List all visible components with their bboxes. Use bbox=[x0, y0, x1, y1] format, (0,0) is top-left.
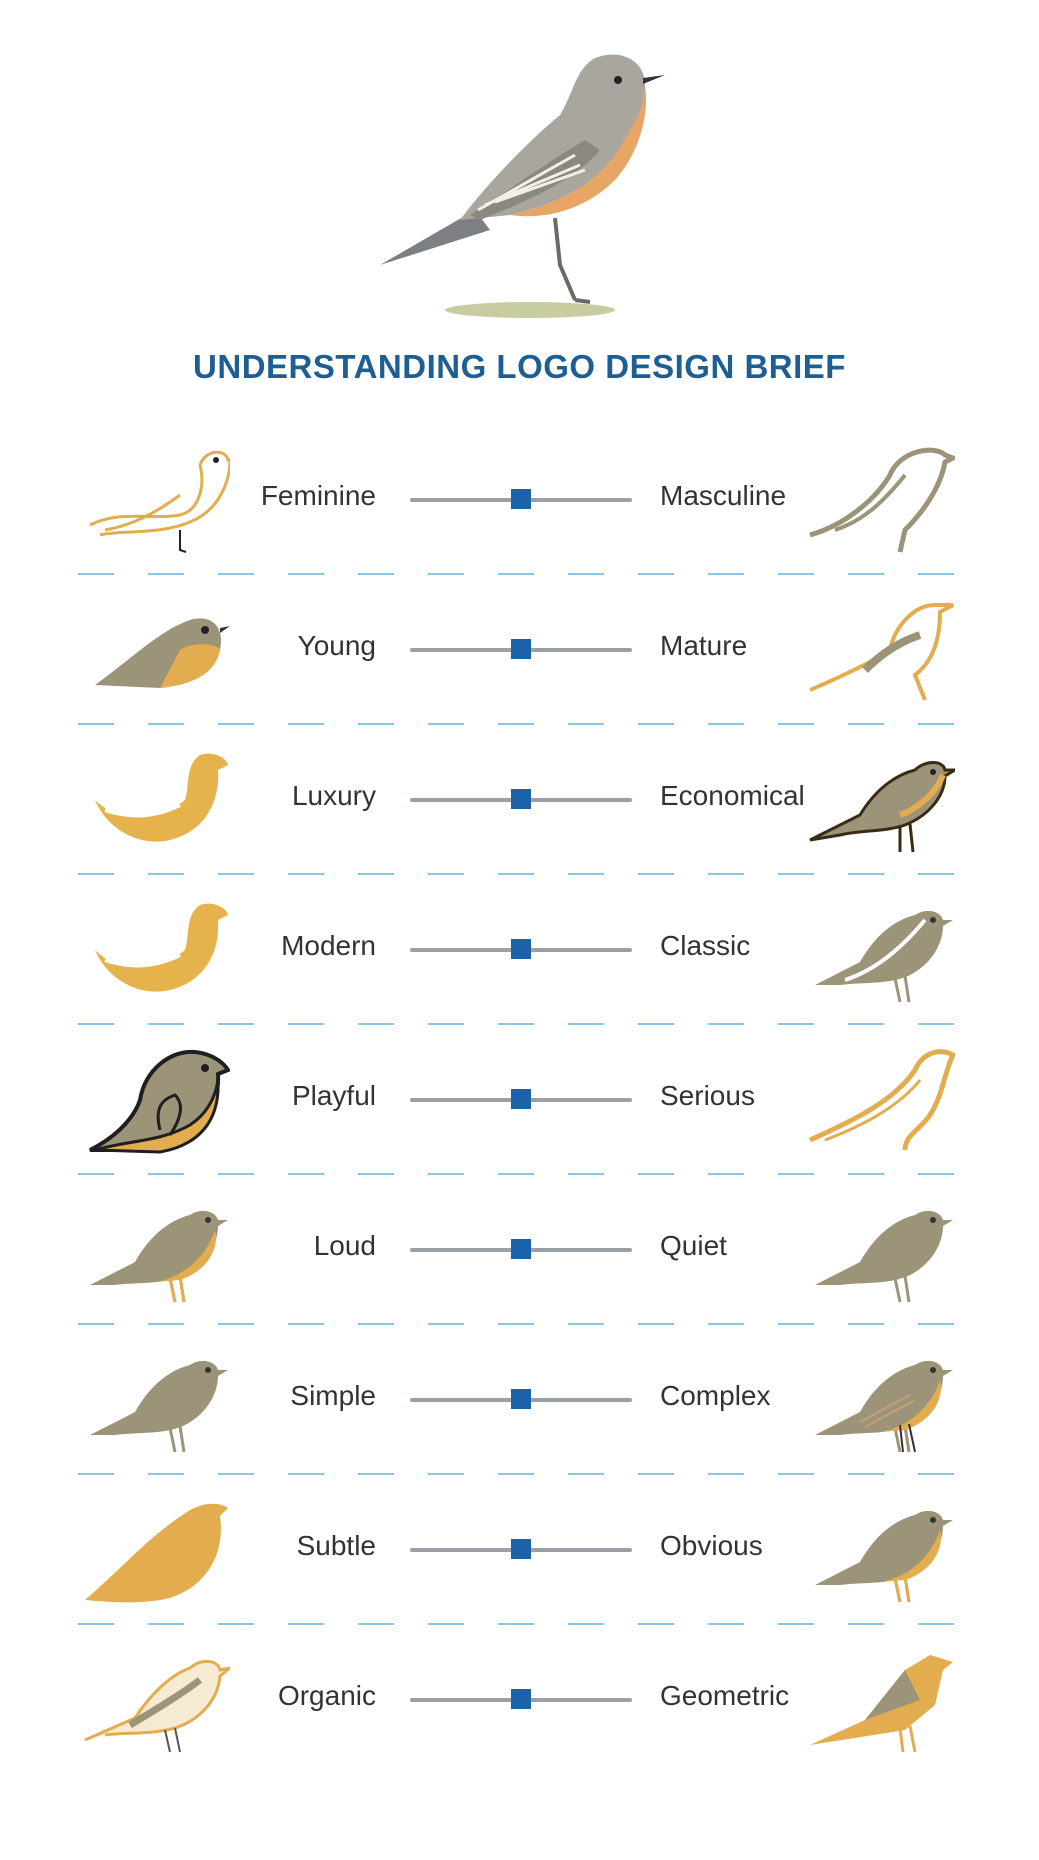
slider-thumb[interactable] bbox=[511, 789, 531, 809]
slider-thumb[interactable] bbox=[511, 639, 531, 659]
right-attribute-label: Economical bbox=[660, 780, 805, 811]
attribute-slider[interactable] bbox=[410, 1239, 632, 1259]
attribute-row: Luxury Economical bbox=[0, 725, 1039, 875]
slider-thumb[interactable] bbox=[511, 489, 531, 509]
left-attribute-label: Loud bbox=[313, 1230, 376, 1261]
slider-thumb[interactable] bbox=[511, 1389, 531, 1409]
hero-bird-illustration bbox=[380, 54, 665, 318]
row-divider bbox=[78, 1473, 977, 1475]
attribute-row: Playful Serious bbox=[0, 1025, 1039, 1175]
left-attribute-label: Feminine bbox=[260, 480, 376, 511]
attribute-slider[interactable] bbox=[410, 1089, 632, 1109]
attribute-row: Feminine Masculine bbox=[0, 425, 1039, 575]
slider-thumb[interactable] bbox=[511, 1089, 531, 1109]
left-attribute-label: Simple bbox=[290, 1380, 376, 1411]
sketch-bird-icon bbox=[80, 1640, 231, 1760]
two-tone-bird-icon bbox=[805, 1490, 955, 1610]
olive-silhouette-bird-icon bbox=[80, 1340, 230, 1460]
attribute-row: Modern Classic bbox=[0, 875, 1039, 1025]
attribute-scale-list: Feminine Masculine Young Mature Luxury Econom… bbox=[0, 425, 1039, 1775]
olive-silhouette-bird-icon bbox=[805, 1190, 955, 1310]
left-attribute-label: Organic bbox=[277, 1680, 376, 1711]
left-attribute-label: Playful bbox=[291, 1080, 376, 1111]
playful-outline-bird-icon bbox=[80, 1040, 231, 1160]
row-divider bbox=[78, 1173, 977, 1175]
attribute-row: Subtle Obvious bbox=[0, 1475, 1039, 1625]
olive-wing-bird-icon bbox=[805, 890, 955, 1010]
right-attribute-label: Serious bbox=[660, 1080, 755, 1111]
row-divider bbox=[78, 1323, 977, 1325]
attribute-slider[interactable] bbox=[410, 789, 632, 809]
line-art-bird-icon bbox=[805, 590, 955, 710]
row-divider bbox=[78, 1623, 977, 1625]
outline-olive-bird-icon bbox=[805, 440, 960, 560]
gradient-gold-bird-icon bbox=[80, 890, 230, 1010]
gradient-gold-bird-icon bbox=[80, 740, 230, 860]
attribute-row: Organic Geometric bbox=[0, 1625, 1039, 1775]
right-attribute-label: Mature bbox=[660, 630, 748, 661]
attribute-slider[interactable] bbox=[410, 1389, 632, 1409]
slider-thumb[interactable] bbox=[511, 1239, 531, 1259]
gold-stroke-bird-icon bbox=[805, 1040, 957, 1160]
attribute-slider[interactable] bbox=[410, 1539, 632, 1559]
right-attribute-label: Masculine bbox=[660, 480, 787, 511]
slider-thumb[interactable] bbox=[511, 1689, 531, 1709]
row-divider bbox=[78, 723, 977, 725]
attribute-row: Simple Complex bbox=[0, 1325, 1039, 1475]
attribute-slider[interactable] bbox=[410, 1689, 632, 1709]
geometric-bird-icon bbox=[805, 1640, 955, 1760]
page-title: UNDERSTANDING LOGO DESIGN BRIEF bbox=[193, 348, 846, 385]
left-attribute-label: Young bbox=[297, 630, 376, 661]
left-attribute-label: Subtle bbox=[296, 1530, 376, 1561]
right-attribute-label: Obvious bbox=[660, 1530, 763, 1561]
row-divider bbox=[78, 1023, 977, 1025]
attribute-slider[interactable] bbox=[410, 639, 632, 659]
outline-gold-bird-icon bbox=[80, 440, 232, 560]
left-attribute-label: Luxury bbox=[291, 780, 376, 811]
row-divider bbox=[78, 873, 977, 875]
chubby-bird-icon bbox=[80, 590, 230, 710]
right-attribute-label: Geometric bbox=[660, 1680, 790, 1711]
cartoon-bird-icon bbox=[805, 740, 961, 860]
left-attribute-label: Modern bbox=[281, 930, 376, 961]
attribute-row: Loud Quiet bbox=[0, 1175, 1039, 1325]
attribute-slider[interactable] bbox=[410, 489, 632, 509]
detailed-bird-icon bbox=[805, 1340, 955, 1460]
right-attribute-label: Quiet bbox=[660, 1230, 727, 1261]
gold-shape-bird-icon bbox=[80, 1490, 230, 1610]
row-divider bbox=[78, 573, 977, 575]
right-attribute-label: Classic bbox=[660, 930, 751, 961]
attribute-row: Young Mature bbox=[0, 575, 1039, 725]
slider-thumb[interactable] bbox=[511, 1539, 531, 1559]
two-tone-bird-icon bbox=[80, 1190, 230, 1310]
slider-thumb[interactable] bbox=[511, 939, 531, 959]
attribute-slider[interactable] bbox=[410, 939, 632, 959]
right-attribute-label: Complex bbox=[660, 1380, 771, 1411]
